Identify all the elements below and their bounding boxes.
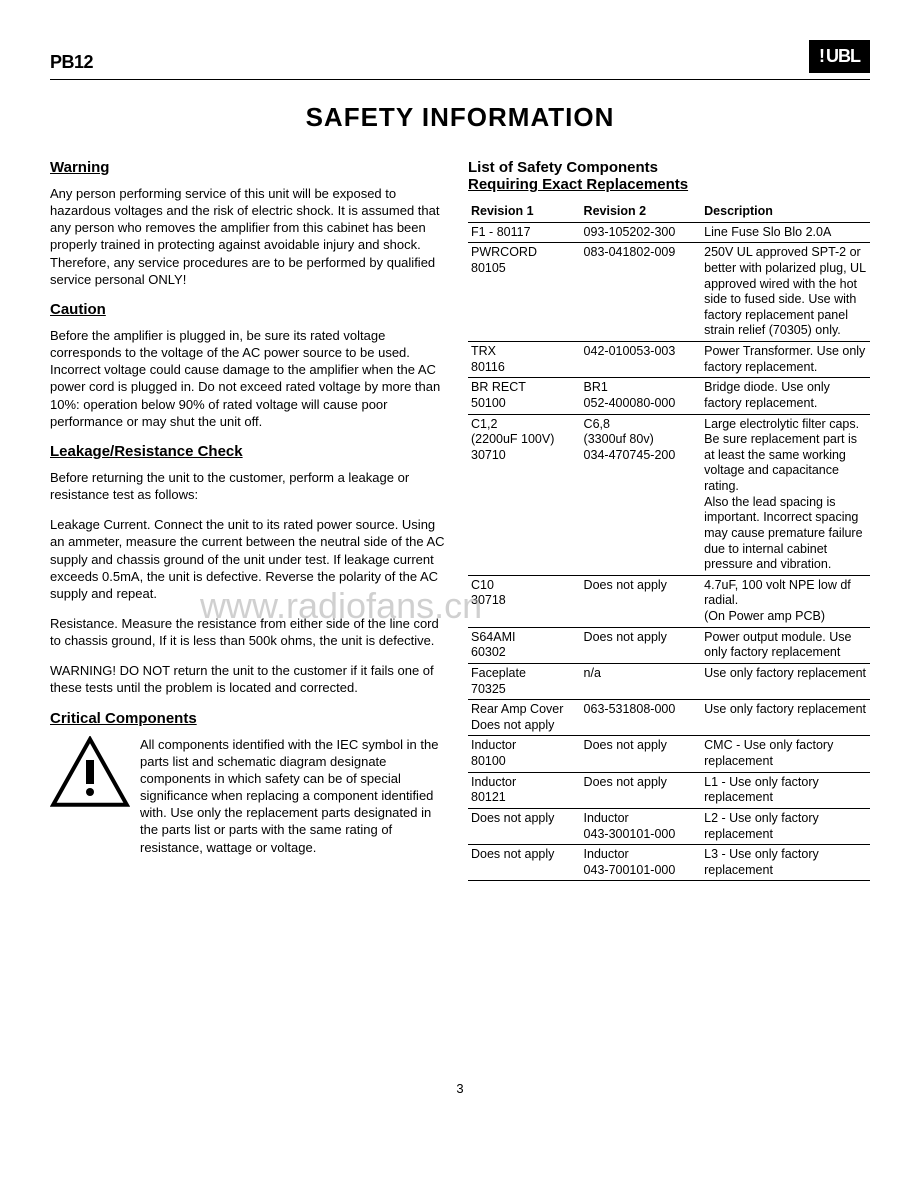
- page-header: PB12 !UBL: [50, 40, 870, 73]
- table-row: Faceplate70325n/aUse only factory replac…: [468, 663, 870, 699]
- table-cell: Faceplate70325: [468, 663, 581, 699]
- table-cell: S64AMI60302: [468, 627, 581, 663]
- table-cell: 042-010053-003: [581, 342, 702, 378]
- table-cell: Bridge diode. Use only factory replaceme…: [701, 378, 870, 414]
- table-cell: TRX80116: [468, 342, 581, 378]
- leakage-paragraph-3: Resistance. Measure the resistance from …: [50, 615, 452, 649]
- table-cell: L1 - Use only factory replacement: [701, 772, 870, 808]
- table-cell: Does not apply: [581, 736, 702, 772]
- table-cell: C6,8(3300uf 80v)034-470745-200: [581, 414, 702, 575]
- table-cell: Inductor043-300101-000: [581, 808, 702, 844]
- table-cell: Does not apply: [581, 627, 702, 663]
- table-row: S64AMI60302Does not applyPower output mo…: [468, 627, 870, 663]
- table-cell: BR RECT50100: [468, 378, 581, 414]
- table-cell: Does not apply: [581, 772, 702, 808]
- table-row: PWRCORD80105083-041802-009250V UL approv…: [468, 243, 870, 342]
- table-cell: Power Transformer. Use only factory repl…: [701, 342, 870, 378]
- table-row: F1 - 80117093-105202-300Line Fuse Slo Bl…: [468, 222, 870, 243]
- header-rule: [50, 79, 870, 80]
- critical-heading: Critical Components: [50, 710, 452, 727]
- table-row: Inductor80121Does not applyL1 - Use only…: [468, 772, 870, 808]
- table-cell: Does not apply: [468, 845, 581, 881]
- th-rev1: Revision 1: [468, 202, 581, 222]
- logo-prefix: !: [819, 46, 824, 67]
- table-cell: L3 - Use only factory replacement: [701, 845, 870, 881]
- leakage-paragraph-4: WARNING! DO NOT return the unit to the c…: [50, 662, 452, 696]
- table-cell: Large electrolytic filter caps. Be sure …: [701, 414, 870, 575]
- content-columns: Warning Any person performing service of…: [50, 159, 870, 881]
- table-cell: CMC - Use only factory replacement: [701, 736, 870, 772]
- table-row: C1030718Does not apply4.7uF, 100 volt NP…: [468, 575, 870, 627]
- table-cell: 4.7uF, 100 volt NPE low df radial.(On Po…: [701, 575, 870, 627]
- table-cell: 093-105202-300: [581, 222, 702, 243]
- table-cell: BR1052-400080-000: [581, 378, 702, 414]
- table-cell: Inductor043-700101-000: [581, 845, 702, 881]
- table-row: Does not applyInductor043-700101-000L3 -…: [468, 845, 870, 881]
- right-column: List of Safety Components Requiring Exac…: [468, 159, 870, 881]
- table-cell: Use only factory replacement: [701, 663, 870, 699]
- th-rev2: Revision 2: [581, 202, 702, 222]
- table-cell: Use only factory replacement: [701, 700, 870, 736]
- table-header-row: Revision 1 Revision 2 Description: [468, 202, 870, 222]
- brand-logo: !UBL: [809, 40, 870, 73]
- table-row: C1,2(2200uF 100V)30710C6,8(3300uf 80v)03…: [468, 414, 870, 575]
- left-column: Warning Any person performing service of…: [50, 159, 452, 881]
- table-row: Rear Amp CoverDoes not apply063-531808-0…: [468, 700, 870, 736]
- th-desc: Description: [701, 202, 870, 222]
- warning-triangle-icon: [50, 736, 130, 808]
- leakage-paragraph-2: Leakage Current. Connect the unit to its…: [50, 516, 452, 602]
- table-cell: 250V UL approved SPT-2 or better with po…: [701, 243, 870, 342]
- table-cell: 063-531808-000: [581, 700, 702, 736]
- table-row: Does not applyInductor043-300101-000L2 -…: [468, 808, 870, 844]
- page-title: SAFETY INFORMATION: [50, 102, 870, 133]
- table-cell: F1 - 80117: [468, 222, 581, 243]
- table-cell: 083-041802-009: [581, 243, 702, 342]
- warning-paragraph: Any person performing service of this un…: [50, 185, 452, 288]
- caution-paragraph: Before the amplifier is plugged in, be s…: [50, 327, 452, 430]
- table-cell: Rear Amp CoverDoes not apply: [468, 700, 581, 736]
- critical-paragraph: All components identified with the IEC s…: [140, 736, 452, 856]
- page-number: 3: [50, 1081, 870, 1096]
- leakage-heading: Leakage/Resistance Check: [50, 443, 452, 460]
- model-label: PB12: [50, 52, 93, 73]
- table-cell: L2 - Use only factory replacement: [701, 808, 870, 844]
- components-heading-1: List of Safety Components: [468, 159, 870, 176]
- table-cell: Power output module. Use only factory re…: [701, 627, 870, 663]
- table-cell: n/a: [581, 663, 702, 699]
- table-cell: Inductor80100: [468, 736, 581, 772]
- caution-heading: Caution: [50, 301, 452, 318]
- table-cell: C1030718: [468, 575, 581, 627]
- logo-text: UBL: [826, 46, 860, 67]
- table-cell: Does not apply: [581, 575, 702, 627]
- critical-row: All components identified with the IEC s…: [50, 736, 452, 856]
- table-cell: Inductor80121: [468, 772, 581, 808]
- table-cell: C1,2(2200uF 100V)30710: [468, 414, 581, 575]
- table-cell: Does not apply: [468, 808, 581, 844]
- table-cell: Line Fuse Slo Blo 2.0A: [701, 222, 870, 243]
- warning-heading: Warning: [50, 159, 452, 176]
- table-row: BR RECT50100BR1052-400080-000Bridge diod…: [468, 378, 870, 414]
- leakage-paragraph-1: Before returning the unit to the custome…: [50, 469, 452, 503]
- table-cell: PWRCORD80105: [468, 243, 581, 342]
- safety-components-table: Revision 1 Revision 2 Description F1 - 8…: [468, 202, 870, 881]
- components-heading-2: Requiring Exact Replacements: [468, 176, 870, 193]
- table-row: Inductor80100Does not applyCMC - Use onl…: [468, 736, 870, 772]
- table-row: TRX80116042-010053-003Power Transformer.…: [468, 342, 870, 378]
